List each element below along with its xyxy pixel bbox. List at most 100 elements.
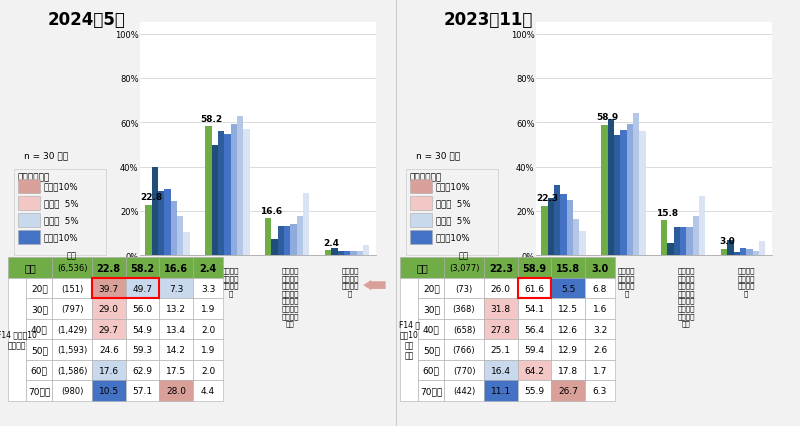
Bar: [237, 117, 243, 256]
Bar: [639, 132, 646, 256]
Bar: [548, 198, 554, 256]
Text: (3,077): (3,077): [449, 263, 479, 273]
Text: (73): (73): [455, 284, 473, 293]
Bar: [290, 224, 297, 256]
Bar: [331, 248, 338, 256]
Bar: [542, 206, 548, 256]
Bar: [177, 217, 183, 256]
Text: 1.7: 1.7: [593, 366, 607, 375]
Text: 58.9: 58.9: [522, 263, 546, 273]
Text: 1.6: 1.6: [593, 304, 607, 314]
Bar: [284, 226, 290, 256]
Bar: [357, 251, 363, 256]
Bar: [230, 124, 237, 256]
Text: F14 年
代（10
歳刻
み）: F14 年 代（10 歳刻 み）: [398, 320, 420, 360]
Text: 5.5: 5.5: [561, 284, 575, 293]
Bar: [633, 114, 639, 256]
Text: 54.9: 54.9: [133, 325, 152, 334]
Text: 64.2: 64.2: [525, 366, 544, 375]
Text: 25.1: 25.1: [491, 345, 511, 354]
Bar: [601, 125, 607, 256]
Bar: [183, 232, 190, 256]
Text: 17.6: 17.6: [98, 366, 119, 375]
Bar: [325, 250, 331, 256]
Text: 6.8: 6.8: [593, 284, 607, 293]
Text: 4.4: 4.4: [201, 386, 215, 395]
Bar: [746, 250, 753, 256]
Text: 2.0: 2.0: [201, 325, 215, 334]
Text: 全体＋10%: 全体＋10%: [44, 181, 78, 191]
Text: 食費は今
まで以上
に節約し
たい: 食費は今 まで以上 に節約し たい: [558, 267, 575, 296]
Text: 56.0: 56.0: [132, 304, 153, 314]
Text: (658): (658): [453, 325, 475, 334]
Text: (1,586): (1,586): [57, 366, 87, 375]
Bar: [560, 194, 566, 256]
Text: 2.4: 2.4: [199, 263, 217, 273]
Text: 29.0: 29.0: [99, 304, 119, 314]
Text: 49.7: 49.7: [133, 284, 152, 293]
Text: 1.9: 1.9: [201, 304, 215, 314]
Text: 24.6: 24.6: [99, 345, 118, 354]
Text: 15.8: 15.8: [556, 263, 580, 273]
Text: 全体＋  5%: 全体＋ 5%: [436, 199, 470, 208]
Bar: [146, 205, 152, 256]
Text: 39.7: 39.7: [98, 284, 119, 293]
Bar: [693, 216, 699, 256]
Text: 全体－10%: 全体－10%: [44, 233, 78, 242]
Text: 食費は今
と同程度
節約した
い: 食費は今 と同程度 節約した い: [618, 267, 635, 296]
Bar: [271, 239, 278, 256]
Text: (1,429): (1,429): [57, 325, 87, 334]
Text: 全体: 全体: [24, 263, 36, 273]
Text: 食費での
節約は考
えていな
い: 食費での 節約は考 えていな い: [342, 267, 359, 296]
Text: 12.6: 12.6: [558, 325, 578, 334]
Text: 30代: 30代: [423, 304, 440, 314]
Text: 12.9: 12.9: [558, 345, 578, 354]
Text: 22.3: 22.3: [489, 263, 513, 273]
Text: 12.5: 12.5: [558, 304, 578, 314]
Text: 59.3: 59.3: [132, 345, 153, 354]
Bar: [626, 124, 633, 256]
Text: (1,593): (1,593): [57, 345, 87, 354]
Bar: [727, 241, 734, 256]
Bar: [620, 131, 626, 256]
Text: 10.5: 10.5: [98, 386, 119, 395]
Text: 16.6: 16.6: [164, 263, 188, 273]
Text: 14.2: 14.2: [166, 345, 186, 354]
Bar: [350, 251, 357, 256]
Text: 58.2: 58.2: [201, 115, 222, 124]
Text: 70代〜: 70代〜: [420, 386, 442, 395]
Text: 40代: 40代: [31, 325, 48, 334]
Bar: [680, 228, 686, 256]
Text: 食費の節
約を考え
ていない
わけでは
ないが、
実際には
難しいと
思う: 食費の節 約を考え ていない わけでは ないが、 実際には 難しいと 思う: [678, 267, 695, 326]
Bar: [243, 130, 250, 256]
Text: 全体＋  5%: 全体＋ 5%: [44, 199, 78, 208]
Text: 全体: 全体: [459, 251, 469, 260]
Text: (797): (797): [61, 304, 83, 314]
Text: 26.0: 26.0: [491, 284, 511, 293]
Bar: [344, 251, 350, 256]
Text: 40代: 40代: [423, 325, 440, 334]
Bar: [699, 196, 706, 256]
Bar: [303, 194, 310, 256]
Bar: [152, 168, 158, 256]
Text: 全体－  5%: 全体－ 5%: [44, 216, 78, 225]
Text: 6.3: 6.3: [593, 386, 607, 395]
Bar: [265, 219, 271, 256]
Text: 56.4: 56.4: [525, 325, 545, 334]
Text: (151): (151): [61, 284, 83, 293]
Text: 食費は今
と同程度
節約した
い: 食費は今 と同程度 節約した い: [222, 267, 239, 296]
Text: 54.1: 54.1: [525, 304, 545, 314]
Text: n = 30 以上: n = 30 以上: [416, 151, 460, 160]
Text: 2.0: 2.0: [201, 366, 215, 375]
Bar: [297, 217, 303, 256]
Bar: [164, 190, 170, 256]
Text: 【比率の差】: 【比率の差】: [18, 173, 50, 181]
Text: 2023年11月: 2023年11月: [444, 11, 534, 29]
Bar: [554, 185, 560, 256]
Text: F14 年代（10
歳刻み）: F14 年代（10 歳刻み）: [0, 330, 37, 349]
Bar: [566, 200, 573, 256]
Text: 2024年5月: 2024年5月: [48, 11, 126, 29]
Text: 食費での
節約は考
えていな
い: 食費での 節約は考 えていな い: [738, 267, 755, 296]
Text: 50代: 50代: [423, 345, 440, 354]
Text: 70代〜: 70代〜: [28, 386, 50, 395]
